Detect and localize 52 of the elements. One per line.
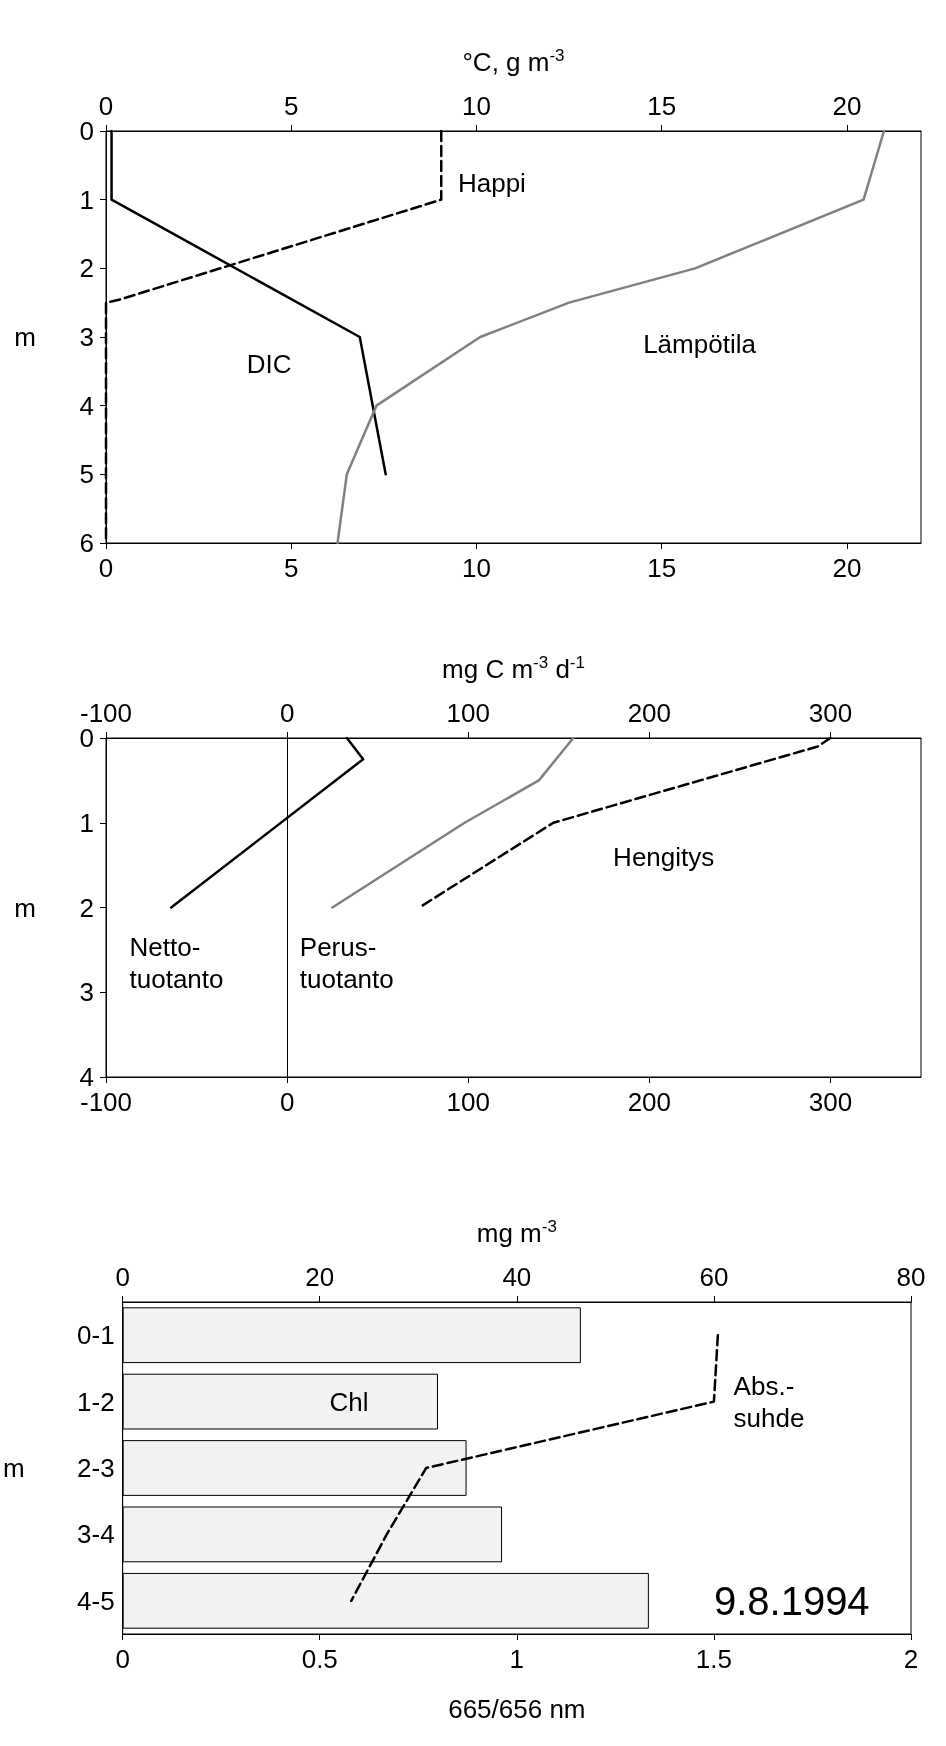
x-tick-label: 0.5	[301, 1644, 338, 1674]
y-tick-label: 1	[79, 807, 94, 838]
y-tick-label: 0	[79, 116, 94, 146]
x-tick-label: 2	[903, 1644, 919, 1674]
x2-tick-label: 20	[832, 91, 862, 121]
y-tick-label: 2-3	[77, 1453, 115, 1483]
x-tick-label: 10	[461, 553, 491, 583]
y-tick-label: 3-4	[77, 1519, 115, 1550]
series-label: Hengitys	[613, 841, 715, 872]
x2-tick-label: 20	[305, 1262, 335, 1292]
x2-tick-label: 15	[647, 91, 677, 121]
x2-tick-label: 5	[283, 91, 299, 121]
y-tick-label: 1	[79, 184, 94, 215]
x2-tick-label: 0	[279, 698, 295, 728]
x-tick-label: 1.5	[695, 1644, 732, 1674]
annotation: 9.8.1994	[713, 1578, 870, 1623]
y-axis-title: m	[2, 1453, 25, 1483]
x2-tick-label: 300	[808, 698, 853, 728]
y-axis-title: m	[14, 892, 36, 923]
series-label: DIC	[246, 349, 292, 380]
x-tick-label: 300	[808, 1087, 853, 1117]
x2-tick-label: 80	[896, 1262, 926, 1292]
x2-tick-label: 10	[461, 91, 491, 121]
series-label: Perus- tuotanto	[299, 931, 394, 994]
y-tick-label: 2	[79, 253, 94, 284]
x2-tick-label: 200	[627, 698, 672, 728]
x-tick-label: 0	[279, 1087, 295, 1117]
x-axis-title: 665/656 nm	[448, 1694, 586, 1724]
y-tick-label: 4-5	[77, 1585, 115, 1616]
series-label: Abs.- suhde	[733, 1370, 805, 1433]
y-tick-label: 4	[79, 390, 94, 421]
y-axis-title: m	[14, 322, 36, 352]
y-tick-label: 3	[79, 322, 94, 352]
series-label: Netto- tuotanto	[129, 931, 224, 994]
x2-tick-label: 60	[699, 1262, 729, 1292]
x-tick-label: 200	[627, 1087, 672, 1117]
y-tick-label: 2	[79, 892, 94, 923]
x2-tick-label: 100	[446, 698, 490, 728]
y-tick-label: 3	[79, 977, 94, 1008]
series-label: Chl	[329, 1386, 369, 1417]
x-tick-label: 5	[283, 553, 299, 583]
x-tick-label: 1	[509, 1644, 525, 1674]
x-tick-label: 15	[647, 553, 677, 583]
series-label: Happi	[457, 167, 526, 198]
x2-tick-label: 40	[502, 1262, 532, 1292]
series-label: Lämpötila	[643, 328, 757, 359]
y-tick-label: 0-1	[77, 1320, 115, 1351]
y-tick-label: 1-2	[77, 1386, 115, 1417]
y-tick-label: 6	[79, 528, 94, 558]
x-tick-label: 20	[832, 553, 862, 583]
y-tick-label: 5	[79, 459, 94, 490]
x-tick-label: 100	[446, 1087, 490, 1117]
